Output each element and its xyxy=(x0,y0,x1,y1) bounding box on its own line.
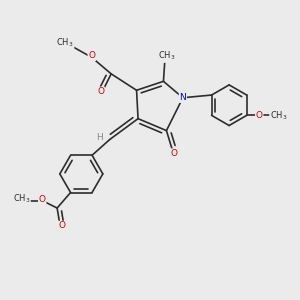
Text: O: O xyxy=(58,221,65,230)
Text: CH$_3$: CH$_3$ xyxy=(158,50,175,62)
Text: O: O xyxy=(39,195,46,204)
Text: N: N xyxy=(179,93,186,102)
Text: O: O xyxy=(170,149,177,158)
Text: H: H xyxy=(96,133,103,142)
Text: O: O xyxy=(88,51,95,60)
Text: O: O xyxy=(256,111,263,120)
Text: CH$_3$: CH$_3$ xyxy=(13,193,30,205)
Text: O: O xyxy=(97,87,104,96)
Text: CH$_3$: CH$_3$ xyxy=(270,109,287,122)
Text: CH$_3$: CH$_3$ xyxy=(56,36,74,49)
